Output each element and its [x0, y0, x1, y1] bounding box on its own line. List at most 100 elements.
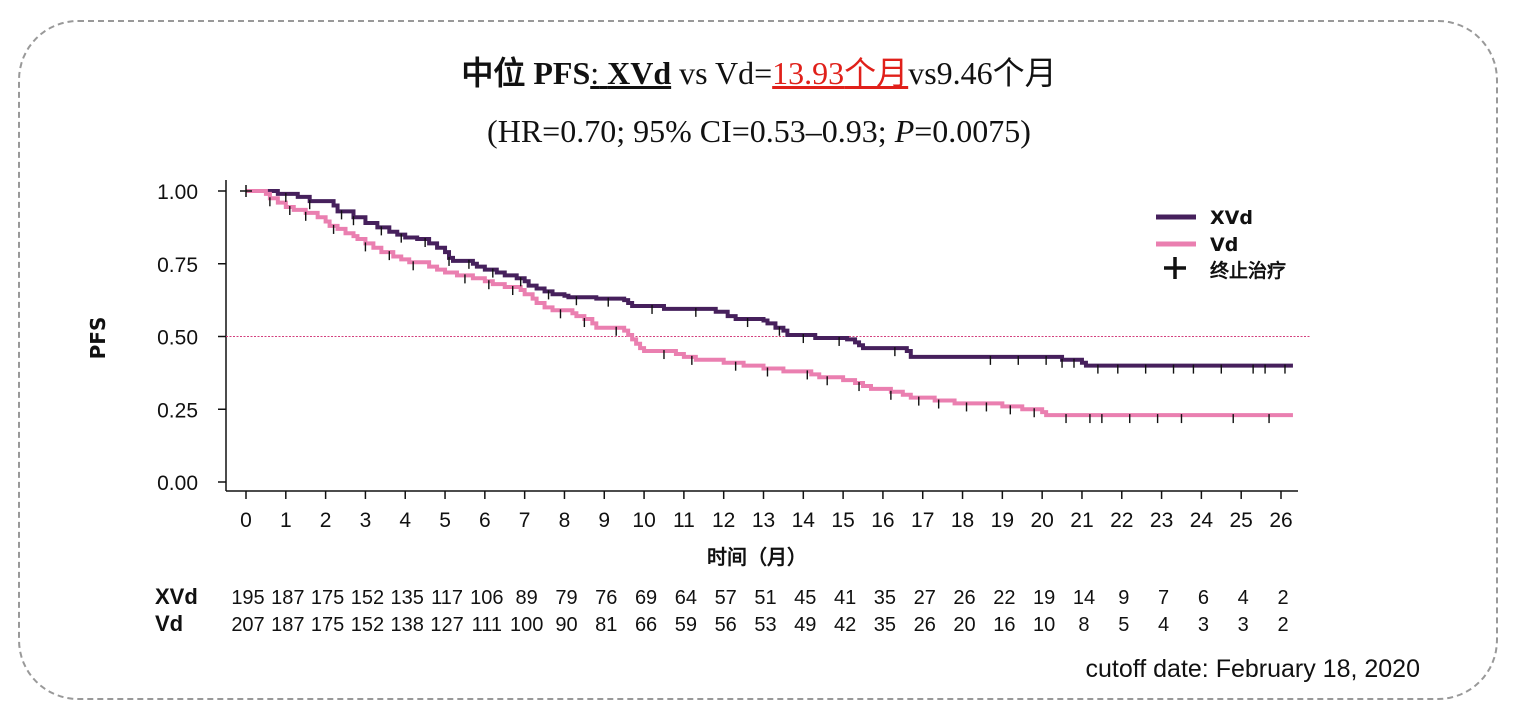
risk-count: 53: [754, 614, 776, 636]
y-tick-label: 0.75: [157, 254, 198, 277]
risk-count: 6: [1198, 587, 1209, 609]
risk-count: 19: [1033, 587, 1055, 609]
x-tick-label: 3: [360, 509, 372, 532]
risk-count: 3: [1238, 614, 1249, 636]
risk-count: 117: [431, 587, 463, 609]
risk-count: 16: [993, 614, 1015, 636]
risk-count: 27: [914, 587, 936, 609]
x-tick-label: 21: [1070, 509, 1093, 532]
title-highlight: 13.93个月: [772, 54, 909, 92]
risk-count: 175: [311, 587, 344, 609]
risk-count: 66: [635, 614, 657, 636]
curve-vd: [246, 189, 1293, 418]
risk-count: 4: [1238, 587, 1249, 609]
risk-count: 51: [754, 587, 776, 609]
risk-count: 76: [595, 587, 617, 609]
risk-count: 59: [675, 614, 697, 636]
subtitle-p: P: [894, 113, 915, 149]
risk-count: 2: [1277, 587, 1288, 609]
x-tick-label: 16: [871, 509, 894, 532]
risk-count: 10: [1033, 614, 1055, 636]
x-tick-label: 10: [632, 509, 655, 532]
risk-count: 45: [794, 587, 816, 609]
risk-count: 100: [510, 614, 543, 636]
x-tick-label: 7: [519, 509, 531, 532]
legend-label: Vd: [1210, 234, 1238, 256]
risk-count: 2: [1277, 614, 1288, 636]
x-tick-label: 9: [598, 509, 610, 532]
risk-count: 56: [715, 614, 737, 636]
y-tick-label: 1.00: [157, 181, 198, 204]
x-tick-label: 24: [1190, 509, 1214, 532]
x-tick-label: 11: [673, 509, 695, 532]
risk-count: 26: [914, 614, 936, 636]
chart-subtitle: (HR=0.70; 95% CI=0.53–0.93; P=0.0075): [487, 113, 1031, 149]
x-tick-label: 14: [792, 509, 816, 532]
censor-marks: [240, 185, 1286, 424]
x-tick-label: 22: [1110, 509, 1133, 532]
title-colon: : XVd: [590, 55, 672, 91]
x-tick-label: 8: [559, 509, 571, 532]
risk-count: 79: [555, 587, 577, 609]
legend-label: XVd: [1210, 207, 1253, 229]
risk-row-label: Vd: [155, 611, 183, 636]
risk-count: 69: [635, 587, 657, 609]
x-tick-label: 26: [1269, 509, 1292, 532]
axes: 0.000.250.500.751.000 1 2 3 4 5 6 7 8 9 10 11 12 13 14…: [86, 180, 1298, 569]
risk-count: 106: [470, 587, 503, 609]
y-tick-label: 0.25: [157, 399, 198, 422]
x-tick-label: 25: [1230, 509, 1253, 532]
risk-count: 26: [953, 587, 975, 609]
risk-count: 89: [516, 587, 538, 609]
risk-count: 195: [231, 587, 264, 609]
x-tick-label: 20: [1030, 509, 1053, 532]
x-tick-label: 5: [439, 509, 451, 532]
cutoff-date: cutoff date: February 18, 2020: [1085, 655, 1421, 683]
x-tick-label: 12: [712, 509, 735, 532]
risk-count: 41: [834, 587, 856, 609]
risk-count: 5: [1118, 614, 1129, 636]
y-tick-label: 0.00: [157, 472, 198, 495]
chart-title: 中位 PFS: XVd vs Vd=13.93个月vs9.46个月: [0, 48, 1518, 94]
risk-count: 175: [311, 614, 344, 636]
risk-count: 152: [351, 587, 384, 609]
risk-count: 42: [834, 614, 856, 636]
risk-count: 111: [472, 614, 502, 636]
x-tick-label: 13: [752, 509, 775, 532]
risk-count: 207: [231, 614, 264, 636]
risk-count: 57: [715, 587, 737, 609]
risk-count: 8: [1078, 614, 1089, 636]
risk-count: 22: [993, 587, 1015, 609]
title-pfs: PFS: [533, 55, 591, 91]
risk-table: XVd 195 187 175 152 135 117 106 89 79 76 69 64 57 51 45…: [155, 584, 1289, 636]
risk-count: 49: [794, 614, 816, 636]
risk-count: 64: [675, 587, 697, 609]
risk-count: 14: [1073, 587, 1095, 609]
x-tick-label: 19: [991, 509, 1014, 532]
x-axis-title: 时间（月）: [707, 545, 807, 569]
risk-count: 9: [1118, 587, 1129, 609]
risk-row-label: XVd: [155, 584, 198, 609]
risk-count: 138: [391, 614, 424, 636]
x-tick-label: 23: [1150, 509, 1173, 532]
x-tick-label: 17: [911, 509, 934, 532]
risk-count: 20: [953, 614, 975, 636]
risk-count: 3: [1198, 614, 1209, 636]
risk-count: 4: [1158, 614, 1169, 636]
risk-count: 187: [271, 614, 304, 636]
curves: [246, 189, 1293, 418]
risk-count: 35: [874, 614, 896, 636]
x-tick-label: 18: [951, 509, 974, 532]
x-tick-label: 4: [399, 509, 411, 532]
dashed-frame: [18, 20, 1498, 700]
title-vs-vd: vs Vd=: [679, 55, 773, 91]
risk-count: 127: [430, 614, 463, 636]
curve-xvd: [246, 189, 1293, 368]
x-tick-label: 1: [280, 509, 292, 532]
x-tick-label: 6: [479, 509, 491, 532]
risk-count: 7: [1158, 587, 1169, 609]
risk-count: 187: [271, 587, 304, 609]
legend-label: 终止治疗: [1210, 259, 1286, 282]
risk-count: 81: [595, 614, 617, 636]
